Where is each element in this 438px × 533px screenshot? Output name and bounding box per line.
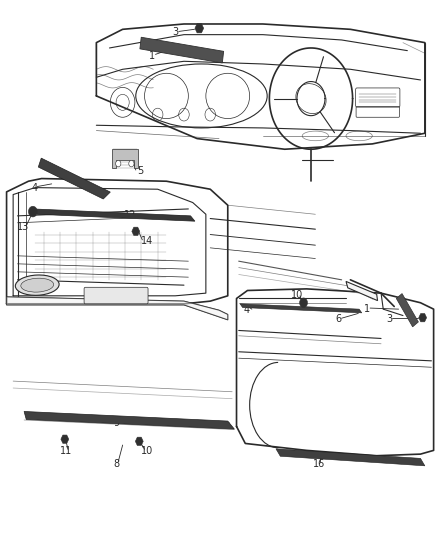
FancyBboxPatch shape [84,287,148,304]
Text: 6: 6 [336,314,342,324]
Polygon shape [33,209,195,221]
Text: 1: 1 [364,304,370,314]
Circle shape [129,160,134,167]
Text: 9: 9 [113,418,119,428]
Text: 16: 16 [313,459,325,469]
Text: 3: 3 [172,27,178,37]
Ellipse shape [21,278,53,292]
Text: 1: 1 [149,51,155,61]
Text: 11: 11 [60,446,72,456]
Polygon shape [135,437,143,446]
Polygon shape [195,23,204,33]
Text: 4: 4 [243,305,249,315]
Text: 5: 5 [137,166,143,176]
Circle shape [116,160,121,167]
Polygon shape [346,281,378,301]
Polygon shape [240,304,362,313]
Text: 8: 8 [113,459,119,469]
Text: 12: 12 [124,211,137,220]
Ellipse shape [15,275,59,295]
Polygon shape [61,435,69,443]
Polygon shape [24,411,234,429]
Circle shape [28,206,37,217]
Polygon shape [419,313,427,322]
Polygon shape [140,37,224,63]
Polygon shape [396,294,418,327]
Text: 10: 10 [291,290,303,300]
Polygon shape [132,227,140,236]
Polygon shape [276,449,425,466]
Text: 14: 14 [141,236,153,246]
Text: 4: 4 [31,183,37,192]
Circle shape [300,298,307,308]
Text: 3: 3 [386,314,392,324]
Polygon shape [38,158,110,199]
Polygon shape [7,297,228,320]
Text: 10: 10 [141,446,153,456]
Text: 13: 13 [17,222,29,232]
Polygon shape [112,149,138,168]
